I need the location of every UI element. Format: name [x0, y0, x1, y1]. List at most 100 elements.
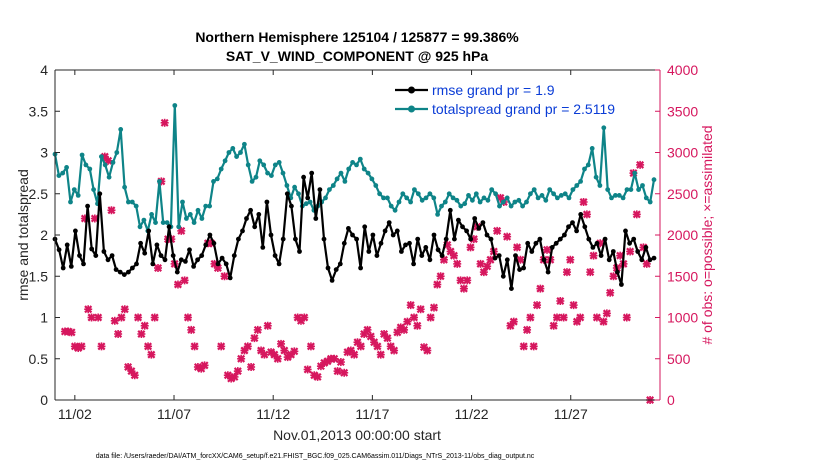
rmse-point [183, 259, 188, 264]
rmse-point [77, 253, 82, 258]
totalspread-point [303, 201, 309, 207]
rmse-point [452, 236, 457, 242]
rmse-point [500, 273, 506, 279]
totalspread-point [535, 195, 541, 201]
totalspread-point [543, 197, 549, 203]
obs-marker [350, 350, 359, 359]
y-tick-label-right: 4000 [667, 62, 698, 78]
rmse-point [109, 253, 115, 258]
obs-marker [173, 280, 182, 289]
legend: rmse grand pr = 1.9 totalspread grand pr… [395, 82, 615, 117]
obs-marker [549, 321, 558, 330]
rmse-point [566, 224, 571, 230]
rmse-point [174, 269, 180, 275]
rmse-point [484, 232, 490, 238]
totalspread-point [191, 220, 197, 226]
totalspread-point [558, 193, 564, 198]
obs-marker [436, 272, 445, 281]
rmse-point [362, 224, 368, 230]
rmse-point [321, 236, 327, 242]
x-tick-label: 11/07 [157, 406, 191, 422]
obs-marker [280, 346, 289, 355]
totalspread-point [350, 160, 355, 165]
obs-marker [413, 321, 422, 330]
totalspread-point [547, 187, 553, 193]
totalspread-point [222, 158, 228, 164]
obs-marker [393, 328, 402, 337]
totalspread-point [91, 187, 96, 193]
totalspread-point [500, 199, 506, 205]
rmse-point [297, 249, 302, 254]
totalspread-point [551, 191, 556, 197]
rmse-point [602, 236, 608, 242]
totalspread-point [539, 193, 545, 198]
totalspread-point [149, 212, 155, 217]
totalspread-point [450, 195, 456, 201]
rmse-point [456, 217, 461, 223]
y-tick-label: 4 [40, 62, 48, 78]
obs-marker [313, 372, 322, 381]
totalspread-point [214, 176, 220, 182]
totalspread-point [280, 170, 286, 176]
totalspread-point [176, 224, 182, 230]
totalspread-point [242, 141, 247, 147]
obs-marker [406, 301, 415, 310]
obs-marker [230, 372, 239, 381]
obs-marker [137, 330, 146, 338]
obs-marker [463, 276, 472, 285]
totalspread-point [265, 170, 270, 176]
rmse-point [382, 228, 388, 234]
totalspread-point [388, 203, 394, 209]
totalspread-point [218, 166, 224, 172]
rmse-point [317, 187, 323, 193]
obs-marker [147, 350, 156, 359]
obs-marker [220, 272, 229, 281]
y-tick-label: 0 [40, 392, 48, 408]
obs-marker [250, 334, 259, 343]
rmse-point [284, 191, 290, 197]
obs-marker [636, 160, 645, 169]
rmse-point [341, 240, 347, 246]
obs-marker [400, 325, 409, 334]
legend-spread-marker [408, 105, 415, 113]
rmse-point [435, 247, 441, 253]
totalspread-point [493, 191, 498, 197]
rmse-point [407, 240, 412, 246]
obs-marker [140, 321, 149, 330]
y-tick-label: 1.5 [29, 268, 49, 284]
rmse-point [358, 265, 363, 271]
totalspread-point [83, 162, 89, 168]
totalspread-point [60, 170, 66, 176]
rmse-point [586, 236, 592, 242]
rmse-point [150, 261, 156, 267]
obs-marker [529, 342, 538, 351]
axes [54, 69, 661, 401]
rmse-point [619, 282, 624, 287]
obs-marker [509, 317, 518, 326]
rmse-point [146, 228, 152, 234]
totalspread-point [489, 187, 495, 193]
totalspread-point [327, 187, 332, 193]
totalspread-point [578, 179, 583, 184]
totalspread-point [481, 195, 487, 201]
totalspread-point [504, 195, 510, 201]
totalspread-point [56, 173, 62, 179]
totalspread-point [531, 187, 537, 193]
obs-marker [303, 365, 312, 374]
totalspread-point [423, 195, 429, 201]
rmse-point [403, 242, 408, 248]
totalspread-point [110, 160, 116, 165]
obs-marker [134, 313, 143, 322]
y-tick-label: 2.5 [29, 186, 49, 202]
rmse-point [635, 249, 641, 254]
obs-marker [154, 264, 163, 272]
rmse-point [366, 249, 372, 254]
totalspread-point [427, 191, 433, 197]
rmse-point [73, 228, 78, 234]
rmse-point [496, 253, 502, 258]
rmse-point [419, 253, 425, 258]
totalspread-point [330, 183, 336, 188]
totalspread-point [570, 187, 576, 193]
obs-marker [366, 332, 375, 341]
